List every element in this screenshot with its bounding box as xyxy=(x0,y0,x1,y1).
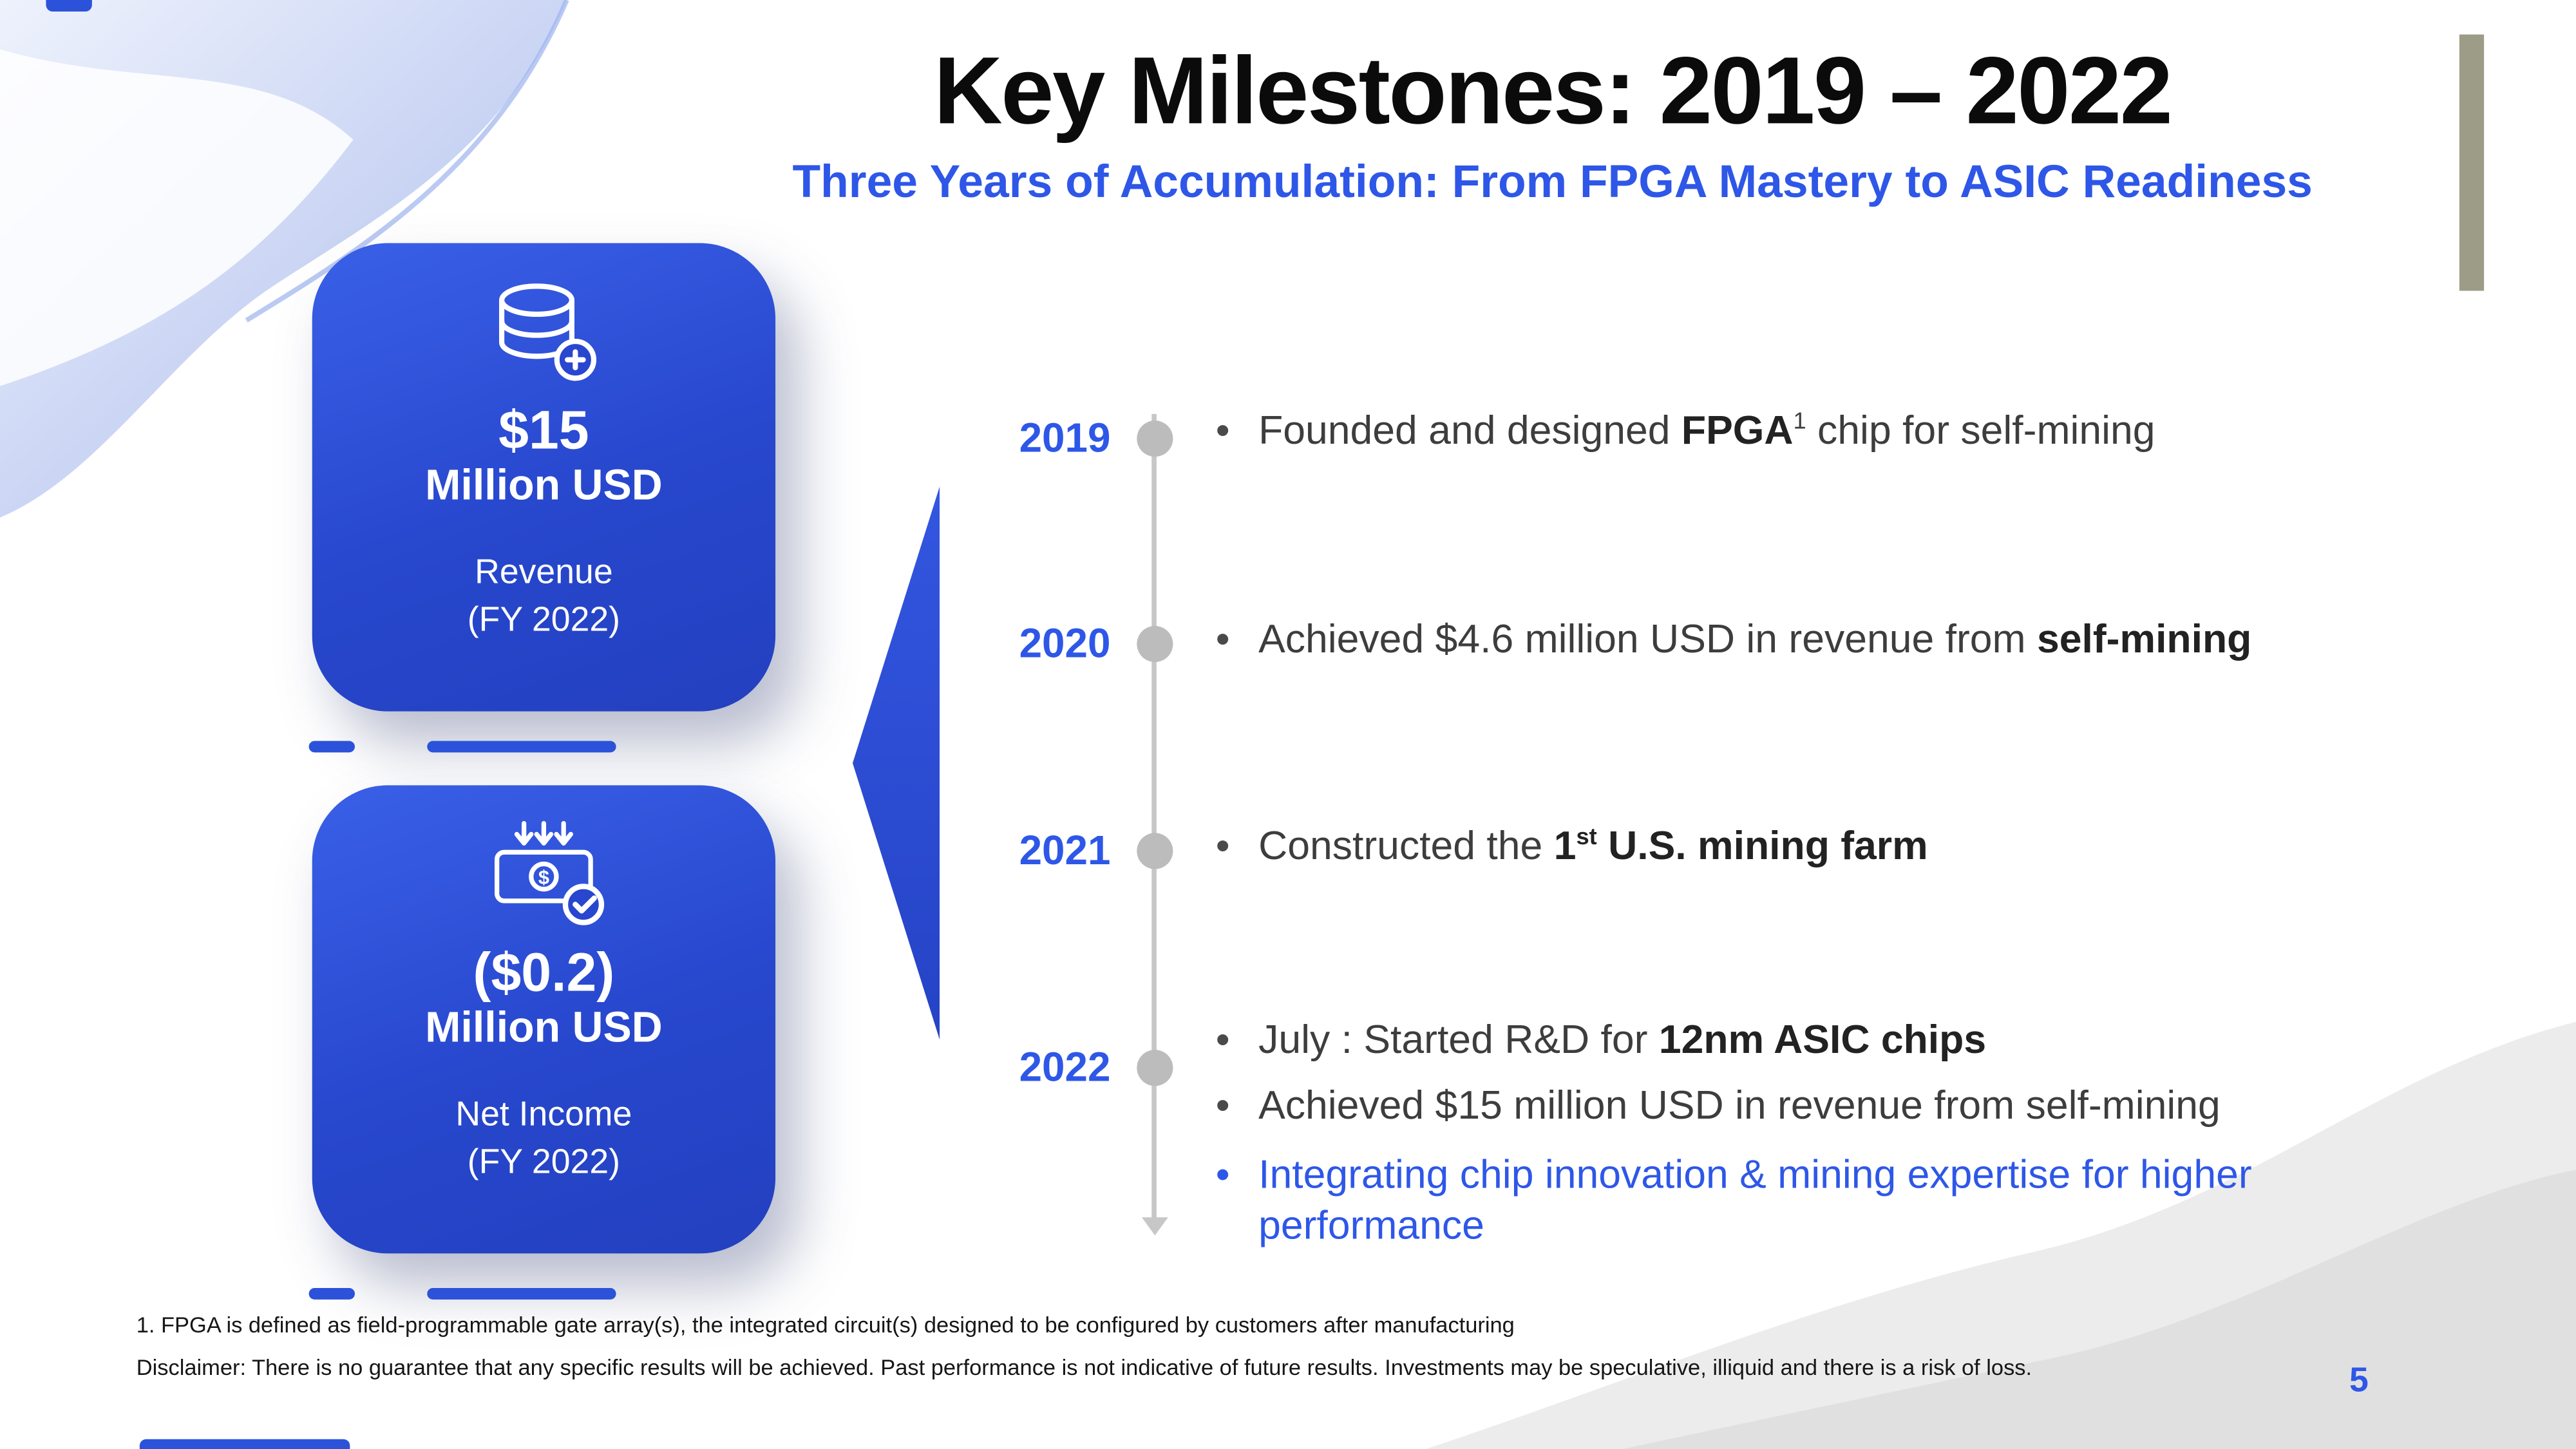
bullet-dot: • xyxy=(1215,409,1230,454)
revenue-label-line2: (FY 2022) xyxy=(467,601,621,639)
footnote-fpga: 1. FPGA is defined as field-programmable… xyxy=(136,1312,1515,1338)
milestone-2020: • Achieved $4.6 million USD in revenue f… xyxy=(1216,616,2252,667)
milestone-2022-rd-text: July : Started R&D for 12nm ASIC chips xyxy=(1258,1018,1987,1063)
net-income-card-dashes xyxy=(308,1287,616,1300)
milestone-2020-text: Achieved $4.6 million USD in revenue fro… xyxy=(1258,618,2252,663)
bullet-dot: • xyxy=(1215,1084,1230,1129)
milestone-2022-revenue-text: Achieved $15 million USD in revenue from… xyxy=(1258,1084,2221,1129)
year-label-2021: 2021 xyxy=(1019,828,1111,875)
year-label-2022: 2022 xyxy=(1019,1045,1111,1091)
bullet-dot: • xyxy=(1215,1018,1230,1063)
net-income-value: ($0.2) xyxy=(473,941,615,1003)
footnote-disclaimer: Disclaimer: There is no guarantee that a… xyxy=(136,1355,2032,1380)
milestone-2022-integration-text: Integrating chip innovation & mining exp… xyxy=(1258,1153,2252,1248)
page-number: 5 xyxy=(2349,1361,2369,1400)
timeline-arrow-icon xyxy=(1141,1217,1168,1236)
dash-short xyxy=(308,1287,355,1300)
revenue-value: $15 xyxy=(498,399,589,460)
top-left-blue-accent xyxy=(46,0,92,12)
timeline-dot-2020 xyxy=(1137,625,1173,663)
net-income-card: $ ($0.2) Million USD Net Income (FY 2022… xyxy=(312,785,776,1254)
revenue-card: $15 Million USD Revenue (FY 2022) xyxy=(312,243,776,712)
bullet-dot: • xyxy=(1215,618,1230,663)
dash-long xyxy=(427,741,616,753)
bullet-dot: • xyxy=(1215,824,1230,869)
svg-text:$: $ xyxy=(538,866,549,888)
dash-short xyxy=(308,741,355,753)
timeline-dot-2019 xyxy=(1137,421,1173,457)
milestone-2022-integration: • Integrating chip innovation & mining e… xyxy=(1216,1151,2349,1252)
left-pointer-arrow xyxy=(852,486,940,1040)
cash-arrows-check-icon: $ xyxy=(480,820,608,930)
milestone-2022-revenue: • Achieved $15 million USD in revenue fr… xyxy=(1216,1083,2221,1133)
milestone-2021: • Constructed the 1st U.S. mining farm xyxy=(1216,823,1928,873)
timeline-dot-2022 xyxy=(1137,1050,1173,1086)
revenue-label-line1: Revenue xyxy=(475,554,613,592)
bullet-dot: • xyxy=(1215,1153,1230,1198)
milestone-2019-text: Founded and designed FPGA1 chip for self… xyxy=(1258,408,2155,454)
net-income-label-line1: Net Income xyxy=(455,1096,632,1135)
slide-header: Key Milestones: 2019 – 2022 Three Years … xyxy=(624,37,2481,208)
revenue-card-dashes xyxy=(308,741,616,753)
milestone-2022-rd: • July : Started R&D for 12nm ASIC chips xyxy=(1216,1017,1986,1067)
net-income-unit: Million USD xyxy=(425,1002,663,1052)
milestone-2021-text: Constructed the 1st U.S. mining farm xyxy=(1258,824,1928,869)
coins-plus-icon xyxy=(483,279,605,388)
timeline-dot-2021 xyxy=(1137,833,1173,869)
dash-long xyxy=(427,1287,616,1300)
page-subtitle: Three Years of Accumulation: From FPGA M… xyxy=(792,156,2313,207)
milestone-2019: • Founded and designed FPGA1 chip for se… xyxy=(1216,408,2155,458)
year-label-2020: 2020 xyxy=(1019,621,1111,667)
net-income-label: Net Income (FY 2022) xyxy=(455,1094,632,1187)
bottom-left-blue-accent xyxy=(139,1439,350,1449)
timeline-line xyxy=(1151,413,1157,1219)
revenue-unit: Million USD xyxy=(425,460,663,510)
year-label-2019: 2019 xyxy=(1019,415,1111,462)
page-title: Key Milestones: 2019 – 2022 xyxy=(933,37,2173,145)
net-income-label-line2: (FY 2022) xyxy=(467,1143,620,1181)
revenue-label: Revenue (FY 2022) xyxy=(468,551,620,645)
